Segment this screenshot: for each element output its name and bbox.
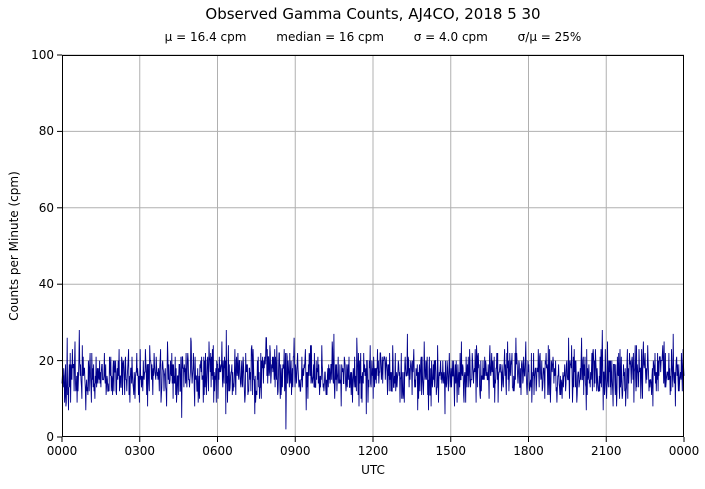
x-tick-label: 2100 xyxy=(590,444,622,458)
stat-median: median = 16 cpm xyxy=(276,30,384,44)
x-tick-label: 0000 xyxy=(46,444,78,458)
chart-title: Observed Gamma Counts, AJ4CO, 2018 5 30 xyxy=(205,5,541,23)
x-axis-label: UTC xyxy=(361,463,385,477)
x-tick-label: 1800 xyxy=(513,444,544,458)
x-tick-label: 0300 xyxy=(124,444,156,458)
x-tick-label: 1200 xyxy=(357,444,389,458)
y-tick-label: 0 xyxy=(46,430,54,444)
y-tick-label: 20 xyxy=(38,353,54,368)
x-tick-label: 0600 xyxy=(202,444,233,458)
chart-subtitle: μ = 16.4 cpm median = 16 cpm σ = 4.0 cpm… xyxy=(62,30,684,45)
y-tick-label: 60 xyxy=(38,200,54,215)
y-tick-label: 100 xyxy=(31,48,54,62)
y-axis-label: Counts per Minute (cpm) xyxy=(7,171,21,321)
y-tick-label: 40 xyxy=(38,277,54,292)
series-observed-gamma-counts xyxy=(61,329,685,430)
x-tick-label: 0000 xyxy=(668,444,700,458)
x-tick-label: 0900 xyxy=(279,444,311,458)
stat-sigma: σ = 4.0 cpm xyxy=(413,30,488,44)
y-tick-label: 80 xyxy=(38,124,54,139)
x-tick-label: 1500 xyxy=(435,444,467,458)
stat-mu: μ = 16.4 cpm xyxy=(164,30,247,44)
stat-ratio: σ/μ = 25% xyxy=(517,30,582,44)
